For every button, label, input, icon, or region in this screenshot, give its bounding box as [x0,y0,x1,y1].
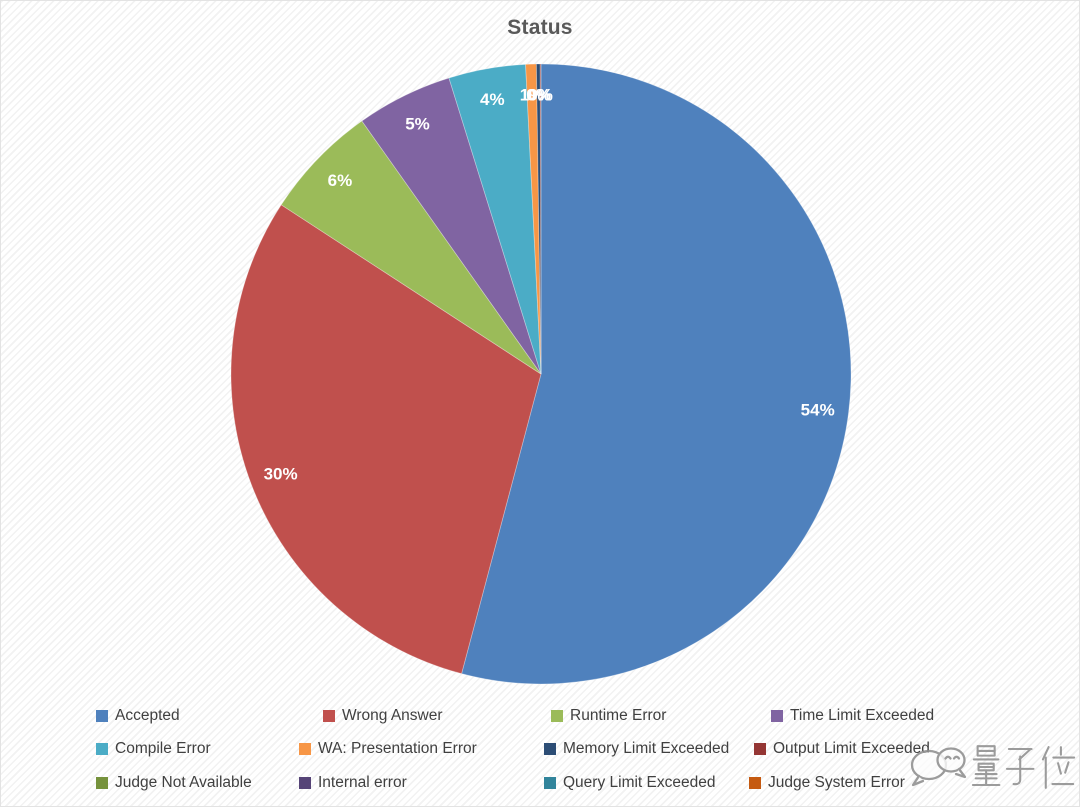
watermark [907,738,1077,796]
pie-slice-wa-presentation-error [525,63,542,375]
legend-item-compile-error: Compile Error [96,736,211,762]
legend-item-wrong-answer: Wrong Answer [323,703,443,729]
legend-label: WA: Presentation Error [318,740,477,757]
legend-item-judge-system-error: Judge System Error [749,770,905,796]
pie-slice-percent-label: 0% [528,86,553,105]
watermark-text-glyphs [971,745,1076,789]
pie-slice-percent-label: 1% [520,86,545,105]
wechat-bubbles-icon [910,747,967,787]
pie-slice-memory-limit-exceeded [535,63,542,375]
pie-slice-compile-error [448,63,542,375]
pie-slice-percent-label: 4% [480,90,505,109]
legend-swatch [323,710,335,722]
legend-label: Memory Limit Exceeded [563,740,730,757]
legend-label: Internal error [318,774,407,791]
legend-item-wa-presentation-error: WA: Presentation Error [299,736,477,762]
legend-swatch [544,777,556,789]
pie-slice-percent-label: 5% [405,114,430,133]
legend-label: Judge System Error [768,774,905,791]
legend-swatch [96,710,108,722]
pie-plot-area: 54%30%6%5%4% 1%0%0% [230,63,852,685]
legend-swatch [299,743,311,755]
pie-slice-percent-label: 6% [328,171,353,190]
legend-item-memory-limit-exceeded: Memory Limit Exceeded [544,736,729,762]
pie-slice-accepted [461,63,852,685]
pie-slice-time-limit-exceeded [361,77,542,375]
legend-swatch [96,777,108,789]
pie-slice-output-limit-exceeded [539,63,542,375]
pie-slice-percent-label: 30% [264,465,298,484]
legend-item-time-limit-exceeded: Time Limit Exceeded [771,703,934,729]
pie-slice-percent-label: 0% [526,86,551,105]
legend-item-runtime-error: Runtime Error [551,703,666,729]
pie-slice-percent-label: 54% [801,401,835,420]
legend-swatch [754,743,766,755]
legend-label: Judge Not Available [115,774,252,791]
legend-item-internal-error: Internal error [299,770,407,796]
legend-label: Accepted [115,707,180,724]
chart-title: Status [507,16,573,39]
legend-swatch [544,743,556,755]
legend-item-output-limit-exceeded: Output Limit Exceeded [754,736,930,762]
legend-swatch [771,710,783,722]
legend-label: Time Limit Exceeded [790,707,935,724]
legend-item-query-limit-exceeded: Query Limit Exceeded [544,770,716,796]
pie-slice-wrong-answer [230,204,542,675]
legend-label: Compile Error [115,740,211,757]
legend-swatch [749,777,761,789]
legend-swatch [96,743,108,755]
legend-label: Query Limit Exceeded [563,774,716,791]
pie-slice-runtime-error [280,120,542,375]
legend-swatch [299,777,311,789]
legend-label: Wrong Answer [342,707,443,724]
legend-item-judge-not-available: Judge Not Available [96,770,252,796]
legend-swatch [551,710,563,722]
legend-item-accepted: Accepted [96,703,180,729]
legend-label: Runtime Error [570,707,667,724]
